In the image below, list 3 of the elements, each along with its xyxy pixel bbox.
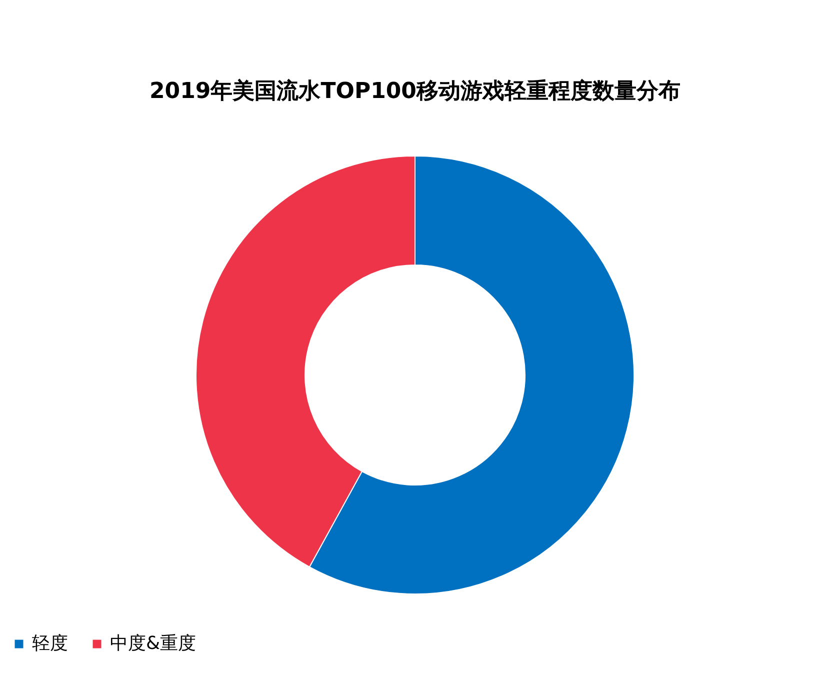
legend-label: 轻度	[32, 633, 68, 654]
legend-label: 中度&重度	[110, 633, 196, 654]
chart-title: 2019年美国流水TOP100移动游戏轻重程度数量分布	[150, 78, 680, 104]
